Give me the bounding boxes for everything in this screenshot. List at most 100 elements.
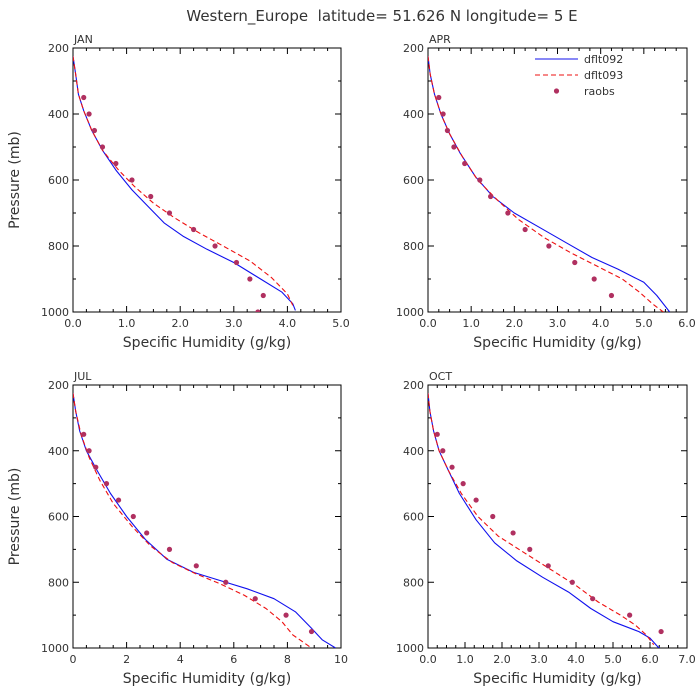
x-tick-label: 10	[334, 653, 348, 666]
raobs-point	[166, 546, 173, 552]
x-tick-label: 2.0	[493, 653, 511, 666]
y-tick-label: 600	[403, 511, 424, 524]
dflt092-line	[428, 393, 661, 648]
y-tick-label: 1000	[41, 306, 69, 319]
raobs-point	[440, 111, 446, 117]
raobs-point	[81, 431, 87, 437]
panel-jan: JAN 0.0 1.0 2.0 3.0 4.0 5.0 200 400 600 800 1000 Spe…	[7, 33, 350, 351]
raobs-point	[590, 596, 596, 602]
plot-area	[428, 56, 671, 312]
x-tick-label: 6.0	[641, 653, 659, 666]
dflt092-line	[73, 56, 296, 311]
raobs-point	[440, 448, 446, 454]
raobs-point	[103, 481, 110, 487]
y-tick-label: 800	[403, 240, 424, 253]
panel-oct: OCT 0.0 1.0 2.0 3.0 4.0 5.0 6.0 7.0 200 400 600 800 1…	[396, 370, 696, 687]
raobs-point	[86, 448, 92, 454]
legend-label-dflt092: dflt092	[584, 53, 623, 66]
x-tick-label: 0.0	[419, 317, 437, 330]
panel-title: JAN	[73, 33, 93, 46]
raobs-point	[247, 276, 253, 282]
x-tick-label: 3.0	[549, 317, 567, 330]
y-tick-label: 200	[48, 42, 69, 55]
y-tick-label: 1000	[396, 642, 424, 655]
raobs-point	[191, 226, 197, 233]
x-tick-label: 4.0	[567, 653, 585, 666]
y-axis-label: Pressure (mb)	[7, 131, 23, 229]
dflt093-line	[73, 56, 294, 306]
dflt092-line	[428, 56, 671, 312]
y-tick-label: 600	[48, 174, 69, 187]
y-tick-label: 400	[403, 108, 424, 121]
dflt093-line	[428, 56, 664, 312]
dflt093-line	[73, 393, 312, 648]
panel-title: APR	[429, 33, 451, 46]
legend-marker-raobs	[553, 88, 560, 94]
raobs-point	[505, 210, 511, 216]
raobs-point	[545, 563, 551, 569]
x-tick-label: 6	[230, 653, 237, 666]
raobs-point	[451, 144, 457, 150]
panel-title: JUL	[73, 370, 92, 383]
x-tick-label: 1.0	[118, 317, 136, 330]
raobs-point	[252, 596, 258, 602]
plot-area	[428, 393, 664, 648]
y-tick-label: 400	[48, 108, 69, 121]
raobs-point	[627, 612, 633, 618]
legend: dflt092 dflt093 raobs	[535, 53, 623, 98]
x-tick-label: 2.0	[506, 317, 524, 330]
raobs-point	[449, 464, 455, 470]
y-tick-label: 1000	[396, 306, 424, 319]
raobs-point	[572, 259, 578, 266]
raobs-point	[113, 160, 119, 167]
panel-title: OCT	[429, 370, 452, 383]
y-tick-label: 800	[48, 240, 69, 253]
x-tick-label: 8	[284, 653, 291, 666]
x-tick-label: 0.0	[419, 653, 437, 666]
y-tick-label: 800	[48, 576, 69, 589]
figure-title: Western_Europe latitude= 51.626 N longit…	[186, 7, 577, 26]
x-tick-label: 0.0	[64, 317, 82, 330]
x-tick-label: 3.0	[530, 653, 548, 666]
x-tick-label: 1.0	[456, 653, 474, 666]
x-tick-label: 3.0	[225, 317, 243, 330]
raobs-point	[510, 530, 516, 536]
raobs-point	[129, 177, 135, 183]
raobs-point	[658, 628, 664, 635]
raobs-point	[260, 292, 266, 299]
y-tick-label: 400	[48, 445, 69, 458]
raobs-point	[144, 530, 150, 536]
y-axis-label: Pressure (mb)	[7, 468, 23, 566]
x-tick-label: 5.0	[635, 317, 653, 330]
raobs-point	[233, 259, 240, 266]
panel-frame	[72, 47, 342, 313]
y-tick-label: 600	[48, 511, 69, 524]
dflt092-line	[73, 393, 336, 648]
raobs-point	[527, 546, 533, 552]
x-axis-label: Specific Humidity (g/kg)	[123, 671, 291, 687]
x-tick-label: 1.0	[462, 317, 480, 330]
legend-label-dflt093: dflt093	[584, 69, 623, 82]
raobs-point	[591, 276, 597, 282]
y-tick-label: 200	[403, 42, 424, 55]
panel-frame	[427, 47, 688, 313]
raobs-point	[81, 94, 87, 101]
y-tick-label: 400	[403, 445, 424, 458]
x-tick-label: 6.0	[678, 317, 696, 330]
raobs-point	[477, 177, 483, 183]
y-tick-label: 200	[48, 379, 69, 392]
x-tick-label: 5.0	[332, 317, 350, 330]
raobs-point	[93, 464, 99, 470]
y-tick-label: 1000	[41, 642, 69, 655]
raobs-point	[283, 612, 289, 618]
raobs-point	[166, 210, 173, 216]
x-tick-label: 2	[123, 653, 130, 666]
raobs-point	[91, 127, 98, 134]
raobs-point	[608, 292, 615, 299]
legend-label-raobs: raobs	[584, 85, 615, 98]
x-tick-label: 0	[70, 653, 77, 666]
panel-jul: JUL 0 2 4 6 8 10 200 400 600 800 1000 Specific Humid…	[7, 370, 348, 687]
raobs-point	[223, 579, 229, 585]
raobs-point	[569, 579, 575, 585]
